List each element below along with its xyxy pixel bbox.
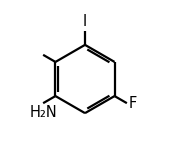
Text: I: I xyxy=(83,14,87,29)
Text: F: F xyxy=(129,96,137,111)
Text: H₂N: H₂N xyxy=(29,105,57,120)
